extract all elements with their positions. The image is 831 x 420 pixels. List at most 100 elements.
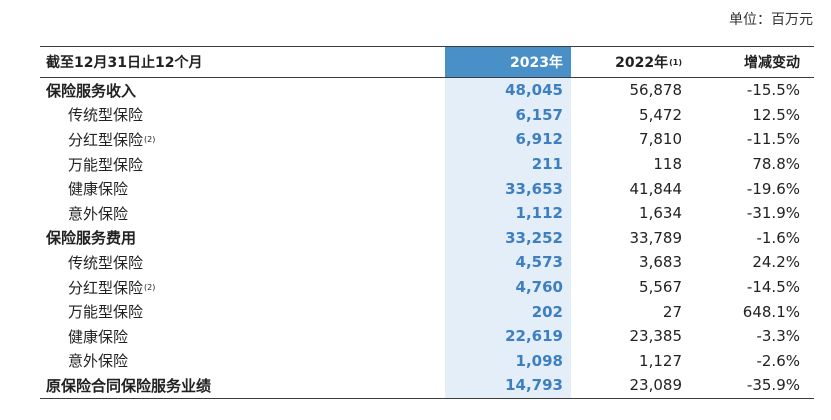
- value-change: -11.5%: [682, 127, 808, 152]
- value-2023: 33,653: [445, 176, 571, 201]
- header-period: 截至12月31日止12个月: [46, 55, 203, 71]
- row-label-text: 意外保险: [68, 204, 129, 223]
- value-2022: 23,385: [571, 324, 683, 349]
- header-2022: 2022年 (1): [571, 47, 682, 77]
- value-2022: 41,844: [571, 176, 683, 201]
- value-2022: 3,683: [571, 250, 682, 275]
- value-2023: 14,793: [445, 373, 571, 398]
- row-label: 意外保险: [68, 349, 128, 374]
- value-2023-text: 6,157: [515, 105, 563, 124]
- value-2023: 202: [445, 299, 571, 324]
- table-row: 万能型保险 211 118 78.8%: [40, 151, 814, 177]
- value-2022-text: 118: [653, 155, 682, 174]
- value-change: 648.1%: [682, 299, 808, 324]
- table-row: 保险服务收入 48,045 56,878 -15.5%: [40, 78, 814, 103]
- unit-label: 单位：百万元: [729, 12, 813, 28]
- value-change: -3.3%: [682, 324, 808, 349]
- value-2022-text: 7,810: [639, 130, 682, 149]
- value-change: -35.9%: [682, 373, 808, 398]
- value-2022-text: 1,127: [639, 351, 682, 370]
- row-label: 意外保险: [68, 201, 128, 226]
- value-2023-text: 211: [531, 155, 563, 174]
- value-change-text: 78.8%: [752, 155, 800, 174]
- value-2022-text: 3,683: [639, 253, 682, 272]
- value-2022-text: 33,789: [629, 228, 683, 247]
- table-row: 健康保险 33,653 41,844 -19.6%: [40, 176, 814, 201]
- highlight-column-cell: [445, 151, 571, 177]
- header-2022-note: (1): [669, 57, 682, 67]
- value-change: -14.5%: [682, 275, 808, 300]
- value-2022-text: 5,472: [639, 105, 682, 124]
- row-label-text: 原保险合同保险服务业绩: [46, 376, 212, 395]
- value-2022: 1,127: [571, 349, 682, 374]
- row-label-text: 意外保险: [68, 352, 129, 371]
- highlight-column-cell: [445, 348, 571, 374]
- header-2023: 2023年: [445, 47, 571, 77]
- table-header: 截至12月31日止12个月 2023年 2022年 (1) 增减变动: [40, 46, 814, 78]
- header-2022-text: 2022年: [615, 55, 669, 71]
- value-2023: 1,112: [445, 201, 571, 226]
- value-change: -31.9%: [682, 201, 808, 226]
- row-label-text: 健康保险: [68, 327, 129, 346]
- value-2022-text: 41,844: [629, 179, 683, 198]
- row-label: 万能型保险: [68, 152, 143, 177]
- highlight-column-header: [445, 47, 571, 77]
- row-label: 保险服务费用: [46, 226, 136, 251]
- value-change-text: -35.9%: [746, 376, 800, 395]
- row-label-text: 分红型保险: [68, 278, 144, 297]
- highlight-column-cell: [445, 200, 571, 226]
- table-row: 万能型保险 202 27 648.1%: [40, 299, 814, 324]
- value-change: -1.6%: [682, 226, 808, 251]
- value-2022-text: 56,878: [629, 81, 683, 100]
- row-label-text: 健康保险: [68, 180, 129, 199]
- table-body: 保险服务收入 48,045 56,878 -15.5% 传统型保险 6,157 5,472 1…: [40, 78, 814, 399]
- table-row: 意外保险 1,098 1,127 -2.6%: [40, 348, 814, 374]
- value-2023-text: 1,098: [515, 351, 563, 370]
- header-change-text: 增减变动: [744, 55, 800, 71]
- row-label: 分红型保险 (2): [68, 275, 155, 300]
- value-2023: 48,045: [445, 78, 571, 103]
- header-change: 增减变动: [682, 47, 808, 77]
- highlight-column-cell: [445, 127, 571, 152]
- value-2022-text: 27: [662, 302, 682, 321]
- highlight-column-cell: [445, 78, 571, 103]
- table-row: 健康保险 22,619 23,385 -3.3%: [40, 323, 814, 349]
- value-2023-text: 22,619: [505, 327, 563, 346]
- value-2023: 22,619: [445, 324, 571, 349]
- table-row: 传统型保险 4,573 3,683 24.2%: [40, 250, 814, 275]
- value-2023: 1,098: [445, 349, 571, 374]
- highlight-column-cell: [445, 323, 571, 349]
- row-label-text: 保险服务费用: [46, 229, 137, 248]
- value-2022: 56,878: [571, 78, 683, 103]
- highlight-column-cell: [445, 299, 571, 324]
- row-label-text: 万能型保险: [68, 155, 144, 174]
- value-2022-text: 5,567: [639, 278, 682, 297]
- value-2022: 5,472: [571, 103, 682, 128]
- value-change-text: 12.5%: [752, 105, 800, 124]
- row-label-text: 万能型保险: [68, 303, 144, 322]
- value-2022-text: 23,089: [629, 376, 683, 395]
- value-2023-text: 14,793: [505, 376, 563, 395]
- highlight-column-cell: [445, 274, 571, 300]
- value-change: 78.8%: [682, 152, 808, 177]
- value-2022-text: 1,634: [639, 204, 682, 223]
- value-2022: 1,634: [571, 201, 682, 226]
- insurance-service-table: 截至12月31日止12个月 2023年 2022年 (1) 增减变动 保险服务收入…: [40, 46, 814, 399]
- value-change-text: -19.6%: [746, 179, 800, 198]
- table-row: 意外保险 1,112 1,634 -31.9%: [40, 200, 814, 226]
- value-2023: 6,157: [445, 103, 571, 128]
- value-change: -19.6%: [682, 176, 808, 201]
- value-2023-text: 1,112: [515, 204, 563, 223]
- highlight-column-cell: [445, 176, 571, 201]
- value-2023: 4,573: [445, 250, 571, 275]
- value-2022-text: 23,385: [629, 327, 683, 346]
- value-change-text: -14.5%: [746, 278, 800, 297]
- row-label-text: 分红型保险: [68, 130, 144, 149]
- value-change: 24.2%: [682, 250, 808, 275]
- table-row: 分红型保险 (2) 6,912 7,810 -11.5%: [40, 127, 814, 152]
- value-change-text: -31.9%: [746, 204, 800, 223]
- row-label: 保险服务收入: [46, 78, 136, 103]
- value-2022: 27: [571, 299, 682, 324]
- value-change-text: -1.6%: [756, 228, 800, 247]
- row-label-text: 传统型保险: [68, 253, 144, 272]
